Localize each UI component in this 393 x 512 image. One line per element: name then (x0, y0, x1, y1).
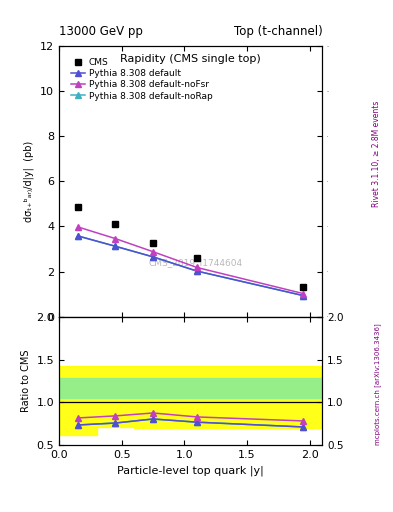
Text: Top (t-channel): Top (t-channel) (233, 26, 322, 38)
Pythia 8.308 default-noRap (113, 243, 118, 249)
Line: Pythia 8.308 default-noRap: Pythia 8.308 default-noRap (75, 233, 306, 298)
Pythia 8.308 default-noRap (195, 268, 199, 274)
Line: Pythia 8.308 default: Pythia 8.308 default (75, 233, 306, 298)
Legend: CMS, Pythia 8.308 default, Pythia 8.308 default-noFsr, Pythia 8.308 default-noRa: CMS, Pythia 8.308 default, Pythia 8.308 … (69, 56, 214, 102)
CMS (75, 204, 80, 210)
Pythia 8.308 default-noFsr (301, 290, 306, 296)
CMS (301, 284, 306, 290)
CMS (195, 254, 199, 261)
Text: Rapidity (CMS single top): Rapidity (CMS single top) (120, 54, 261, 64)
Pythia 8.308 default (75, 233, 80, 239)
Pythia 8.308 default-noRap (301, 292, 306, 298)
Y-axis label: dσₜ₊ᵇₐᵣ₎/d|y|  (pb): dσₜ₊ᵇₐᵣ₎/d|y| (pb) (24, 141, 35, 222)
Text: 13000 GeV pp: 13000 GeV pp (59, 26, 143, 38)
Pythia 8.308 default-noRap (75, 233, 80, 239)
Text: Rivet 3.1.10, ≥ 2.8M events: Rivet 3.1.10, ≥ 2.8M events (372, 100, 381, 207)
Pythia 8.308 default (301, 292, 306, 298)
Text: CMS_2019_I1744604: CMS_2019_I1744604 (149, 258, 243, 267)
Pythia 8.308 default-noFsr (195, 264, 199, 270)
Line: Pythia 8.308 default-noFsr: Pythia 8.308 default-noFsr (75, 224, 306, 296)
Pythia 8.308 default (113, 243, 118, 249)
Pythia 8.308 default-noFsr (151, 249, 155, 255)
Pythia 8.308 default (195, 268, 199, 274)
CMS (113, 221, 118, 227)
Line: CMS: CMS (74, 204, 307, 291)
Y-axis label: Ratio to CMS: Ratio to CMS (21, 350, 31, 412)
X-axis label: Particle-level top quark |y|: Particle-level top quark |y| (117, 466, 264, 476)
Pythia 8.308 default-noFsr (113, 236, 118, 242)
Pythia 8.308 default-noRap (151, 254, 155, 260)
Text: mcplots.cern.ch [arXiv:1306.3436]: mcplots.cern.ch [arXiv:1306.3436] (375, 323, 381, 445)
Pythia 8.308 default-noFsr (75, 224, 80, 230)
CMS (151, 240, 155, 246)
Pythia 8.308 default (151, 254, 155, 260)
